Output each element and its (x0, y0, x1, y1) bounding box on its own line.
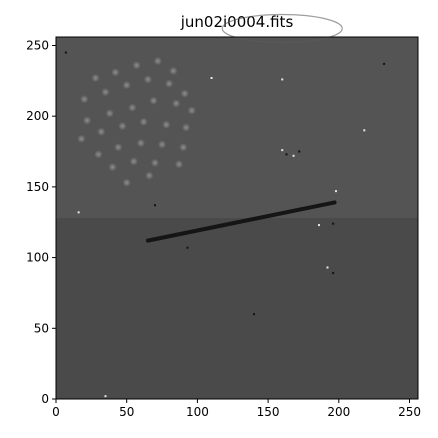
spot (136, 138, 146, 148)
x-tick-label: 200 (327, 405, 350, 419)
spot (132, 61, 141, 70)
defect-pixel (281, 78, 284, 81)
spot (80, 95, 89, 104)
defect-pixel (153, 204, 156, 207)
spot (149, 96, 158, 105)
defect-pixel (363, 129, 366, 132)
background-arc (221, 13, 343, 44)
spot (97, 127, 106, 136)
spot (157, 140, 167, 149)
defect-pixel (104, 395, 107, 398)
defect-pixel (186, 246, 189, 249)
streak (145, 200, 337, 243)
x-tick-label: 0 (52, 405, 60, 419)
spot (139, 117, 148, 127)
axes-frame (55, 36, 419, 400)
spot (181, 123, 191, 132)
spot (169, 66, 178, 76)
defect-pixel (334, 190, 337, 193)
defect-pixel (292, 154, 295, 157)
spot (82, 116, 92, 125)
spot (143, 75, 153, 84)
spot (162, 120, 171, 129)
spot (128, 103, 137, 112)
spot (105, 109, 114, 118)
y-tick-label: 100 (26, 251, 49, 265)
defect-pixel (383, 62, 386, 65)
defect-pixel (210, 77, 213, 80)
y-tick-label: 0 (41, 392, 49, 406)
defect-pixel (298, 150, 301, 153)
spot (187, 106, 196, 115)
defect-pixel (318, 224, 321, 227)
image-area (56, 13, 418, 399)
spot (91, 73, 100, 83)
spot (77, 134, 86, 144)
spot (122, 80, 131, 90)
y-tick-label: 50 (34, 321, 49, 335)
spot (122, 178, 131, 187)
spot (174, 160, 184, 169)
spot (180, 89, 189, 98)
defect-pixel (64, 51, 67, 54)
axis-ticks: 0 50 100 150 200 250 0 50 100 150 200 250 (26, 38, 421, 419)
background-upper-half (56, 37, 418, 218)
defect-pixel (252, 313, 255, 316)
defect-pixel (326, 266, 329, 269)
x-tick-label: 150 (257, 405, 280, 419)
spot (111, 68, 120, 77)
spot (153, 56, 163, 66)
y-tick-label: 250 (26, 38, 49, 52)
spot (118, 121, 127, 131)
defect-pixel (332, 222, 335, 225)
spot (145, 171, 154, 180)
x-tick-label: 100 (186, 405, 209, 419)
x-tick-label: 250 (398, 405, 421, 419)
x-tick-label: 50 (119, 405, 134, 419)
spot (164, 79, 174, 88)
defect-pixel (332, 272, 335, 275)
y-tick-label: 200 (26, 109, 49, 123)
defect-pixel (77, 211, 80, 214)
spot (179, 143, 188, 152)
spot (101, 87, 110, 97)
defect-pixel (281, 149, 284, 152)
spot (171, 99, 181, 108)
chart-title: jun02i0004.fits (180, 13, 294, 31)
spot (114, 143, 123, 152)
spot (94, 150, 103, 159)
spot (129, 157, 138, 166)
y-tick-label: 150 (26, 180, 49, 194)
spot (150, 158, 160, 168)
background-lower-half (56, 218, 418, 399)
spot (108, 162, 117, 172)
defect-pixel (285, 153, 288, 156)
